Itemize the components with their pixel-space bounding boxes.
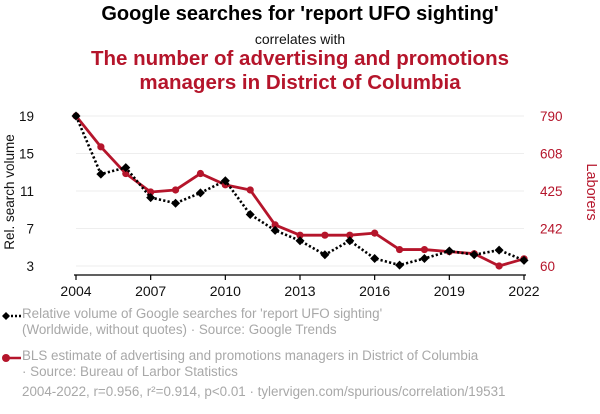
data-point-bls: [371, 229, 379, 237]
legend-marker-search: [2, 312, 21, 320]
data-point-search: [171, 198, 181, 208]
y-tick-label-left: 15: [19, 147, 34, 162]
series-layer: [71, 111, 529, 270]
y-tick-label-left: 7: [26, 222, 34, 237]
chart-title: Google searches for 'report UFO sighting…: [101, 3, 499, 25]
data-point-search: [96, 169, 106, 179]
data-point-search: [519, 255, 529, 265]
data-point-search: [320, 250, 330, 260]
data-point-search: [146, 193, 156, 203]
legend-item-search: Relative volume of Google searches for '…: [0, 306, 600, 346]
data-point-bls: [495, 262, 503, 270]
data-point-search: [220, 176, 230, 186]
data-point-bls: [196, 169, 205, 178]
x-tick-label: 2019: [434, 283, 465, 299]
footer-stats: 2004-2022, r=0.956, r²=0.914, p<0.01 · t…: [22, 384, 506, 399]
data-point-bls: [171, 186, 180, 194]
data-point-bls: [296, 231, 304, 239]
y-axis-label-right: Laborers: [583, 163, 599, 220]
data-point-search: [295, 236, 305, 246]
data-point-bls: [395, 245, 404, 254]
data-point-search: [71, 111, 81, 121]
data-point-search: [345, 236, 355, 246]
data-point-search: [370, 254, 380, 263]
y-axis-label-left: Rel. search volume: [2, 134, 17, 250]
legend-bls-line1: BLS estimate of advertising and promotio…: [22, 348, 479, 363]
legend-search-line1: Relative volume of Google searches for '…: [22, 306, 383, 321]
chart-title-secondary-line2: managers in District of Columbia: [139, 71, 461, 94]
data-point-search: [395, 260, 405, 270]
x-tick-label: 2016: [359, 283, 390, 299]
data-point-search: [195, 188, 205, 198]
y-tick-label-left: 19: [19, 109, 34, 124]
legend-marker-bls: [2, 354, 21, 362]
data-point-bls: [246, 186, 254, 194]
data-point-search: [121, 163, 131, 173]
chart-title-secondary: The number of advertising and promotions…: [0, 47, 600, 95]
data-point-bls: [420, 245, 429, 254]
y-tick-label-left: 3: [26, 259, 34, 274]
y-tick-label-left: 11: [20, 184, 34, 199]
data-point-search: [270, 225, 280, 235]
data-point-bls: [97, 143, 105, 151]
data-point-search: [419, 254, 429, 263]
y-tick-label-right: 608: [540, 146, 563, 161]
data-point-search: [494, 245, 504, 255]
legend-text-bls: BLS estimate of advertising and promotio…: [22, 348, 478, 380]
axes: 3 7 11 15 19 60 242 425 608 790 2004 2007 2010 2013 20…: [19, 109, 563, 299]
x-tick-label: 2022: [508, 283, 539, 299]
data-point-search: [444, 246, 454, 256]
data-point-bls: [346, 231, 354, 239]
x-tick-label: 2010: [210, 283, 241, 299]
legend-bls-line2: · Source: Bureau of Larbor Statistics: [22, 364, 238, 379]
y-tick-label-right: 60: [540, 259, 555, 274]
data-point-search: [469, 250, 479, 260]
y-tick-label-right: 790: [540, 109, 563, 124]
legend-search-line2: (Worldwide, without quotes) · Source: Go…: [22, 322, 337, 337]
x-tick-label: 2004: [60, 283, 91, 299]
y-tick-label-right: 425: [540, 184, 563, 199]
chart-canvas: 3 7 11 15 19 60 242 425 608 790 2004 2007 2010 2013 20…: [2, 109, 599, 299]
data-point-search: [245, 209, 255, 219]
x-tick-label: 2013: [284, 283, 315, 299]
data-point-bls: [321, 231, 329, 239]
data-point-bls: [271, 221, 279, 229]
chart-subtitle: correlates with: [254, 31, 346, 47]
legend-item-bls: BLS estimate of advertising and promotio…: [0, 348, 600, 388]
legend-text-search: Relative volume of Google searches for '…: [22, 306, 382, 338]
x-tick-label: 2007: [135, 283, 166, 299]
chart-title-secondary-line1: The number of advertising and promotions: [91, 47, 509, 70]
y-tick-label-right: 242: [540, 222, 563, 237]
